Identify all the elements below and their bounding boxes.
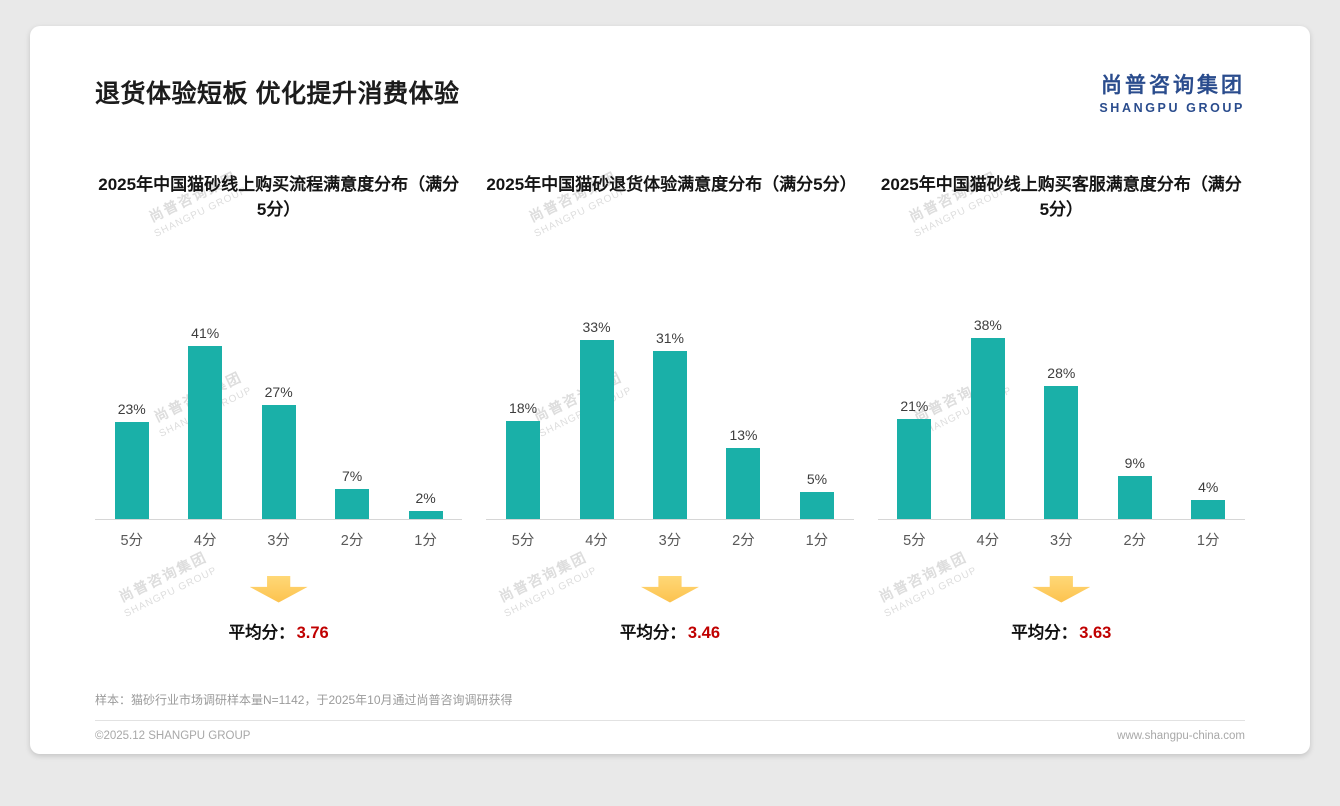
page-title: 退货体验短板 优化提升消费体验 [95,80,460,108]
bar-value-label: 13% [729,426,758,443]
bar-group: 7% [315,468,388,519]
chart-title: 2025年中国猫砂线上购买客服满意度分布（满分5分） [880,174,1242,220]
x-axis-label: 1分 [1196,532,1220,549]
bar-group: 41% [168,325,241,519]
average-score: 平均分： 3.63 [878,619,1245,643]
bar-group: 38% [951,317,1024,519]
bar [335,488,370,519]
bar-value-label: 41% [191,324,220,341]
copyright-text: ©2025.12 SHANGPU GROUP [95,730,251,742]
average-label: 平均分： [619,623,686,642]
x-axis-label: 1分 [414,532,437,549]
bar [1044,385,1079,519]
x-axis-label: 2分 [340,532,364,549]
chart-customer-service-satisfaction: 2025年中国猫砂线上购买客服满意度分布（满分5分） 21% 38% 28% 9% 4%… [877,172,1245,643]
bar [261,404,296,519]
bar-value-label: 9% [1124,454,1145,471]
website-url: www.shangpu-china.com [1117,730,1245,742]
bar-value-label: 33% [582,318,611,335]
average-score: 平均分： 3.46 [486,619,853,643]
down-arrow-icon [640,575,699,603]
x-axis-label: 5分 [903,532,926,549]
slide-card: 尚普咨询集团 SHANGPU GROUP 尚普咨询集团 SHANGPU GROUP 尚普… [30,26,1310,754]
footer: 样本：猫砂行业市场调研样本量N=1142，于2025年10月通过尚普咨询调研获得… [95,691,1245,742]
x-axis-label: 2分 [732,532,755,549]
x-axis-label: 5分 [511,532,535,549]
bar-value-label: 7% [342,467,363,484]
bar-group: 31% [633,330,706,519]
footer-bottom-row: ©2025.12 SHANGPU GROUP www.shangpu-china… [95,730,1245,742]
logo-text-cn: 尚普咨询集团 [1101,74,1245,97]
bar [970,337,1005,519]
bar [114,421,149,519]
bar-group: 5% [780,471,853,519]
x-axis-label: 2分 [1123,532,1147,549]
bar-group: 28% [1025,365,1098,519]
x-axis: 5分 4分 3分 2分 1分 [95,520,462,550]
bar [579,339,614,519]
bar-value-label: 2% [415,489,436,506]
bar-group: 9% [1098,455,1171,519]
bar-value-label: 23% [117,400,146,417]
average-value: 3.46 [687,623,721,642]
bar-value-label: 38% [973,316,1002,333]
x-axis-label: 3分 [267,532,290,549]
bar-group: 21% [878,398,951,519]
chart-return-experience-satisfaction: 2025年中国猫砂退货体验满意度分布（满分5分） 18% 33% 31% 13% 5% … [486,172,857,643]
average-label: 平均分： [228,623,295,642]
company-logo: 尚普咨询集团 SHANGPU GROUP [1099,74,1245,116]
average-label: 平均分： [1011,623,1078,642]
bar-value-label: 5% [806,470,828,487]
bar-group: 23% [95,401,168,519]
bar-value-label: 28% [1047,364,1076,381]
chart-title: 2025年中国猫砂退货体验满意度分布（满分5分） [486,174,857,194]
bar [1191,499,1226,519]
bar [1117,475,1152,519]
sample-note: 样本：猫砂行业市场调研样本量N=1142，于2025年10月通过尚普咨询调研获得 [95,693,513,707]
x-axis-label: 4分 [585,532,608,549]
bar [188,345,223,519]
charts-row: 2025年中国猫砂线上购买流程满意度分布（满分5分） 23% 41% 27% 7% 2%… [95,172,1245,643]
bar [506,420,541,519]
header: 退货体验短板 优化提升消费体验 尚普咨询集团 SHANGPU GROUP [95,26,1245,116]
x-axis-label: 4分 [976,532,1000,549]
x-axis-label: 5分 [120,532,144,549]
down-arrow-icon [1032,575,1091,603]
chart-plot: 21% 38% 28% 9% 4% [877,242,1245,520]
x-axis-label: 4分 [193,532,217,549]
bar-value-label: 21% [900,397,929,414]
logo-text-en: SHANGPU GROUP [1099,101,1245,116]
chart-plot: 23% 41% 27% 7% 2% [95,242,463,520]
chart-plot: 18% 33% 31% 13% 5% [486,242,854,520]
bar-value-label: 4% [1198,478,1219,495]
bar [799,491,834,519]
x-axis: 5分 4分 3分 2分 1分 [878,520,1245,550]
bar [897,418,932,519]
down-arrow-icon [249,575,308,603]
chart-purchase-flow-satisfaction: 2025年中国猫砂线上购买流程满意度分布（满分5分） 23% 41% 27% 7% 2%… [95,172,463,643]
bar-value-label: 18% [509,399,538,416]
bar-group: 27% [242,384,315,519]
bar [652,350,687,519]
bar-group: 13% [707,427,780,519]
x-axis-label: 3分 [1050,532,1073,549]
average-value: 3.76 [296,623,329,642]
x-axis-label: 1分 [805,532,829,549]
average-value: 3.63 [1079,623,1112,642]
bar-group: 18% [486,400,559,519]
bar-value-label: 27% [264,383,293,400]
bar-group: 33% [560,319,633,519]
bar-group: 2% [389,490,462,519]
bar-group: 4% [1172,479,1245,519]
chart-title: 2025年中国猫砂线上购买流程满意度分布（满分5分） [98,174,460,220]
bar [726,447,761,519]
bar [408,510,443,519]
x-axis-label: 3分 [658,532,682,549]
footer-divider [95,720,1245,721]
x-axis: 5分 4分 3分 2分 1分 [486,520,853,550]
bar-value-label: 31% [655,329,684,346]
average-score: 平均分： 3.76 [95,619,462,643]
